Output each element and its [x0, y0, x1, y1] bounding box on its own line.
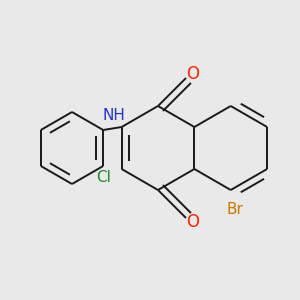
Text: NH: NH	[103, 108, 126, 123]
Text: Br: Br	[226, 202, 243, 217]
Text: O: O	[187, 213, 200, 231]
Text: Cl: Cl	[96, 169, 111, 184]
Text: O: O	[187, 65, 200, 83]
